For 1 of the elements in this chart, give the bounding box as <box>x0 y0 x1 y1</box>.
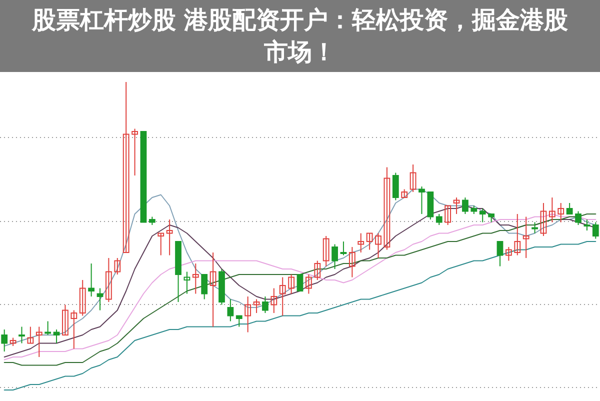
title: 股票杠杆炒股 港股配资开户：轻松投资，掘金港股市场！ <box>30 5 570 68</box>
